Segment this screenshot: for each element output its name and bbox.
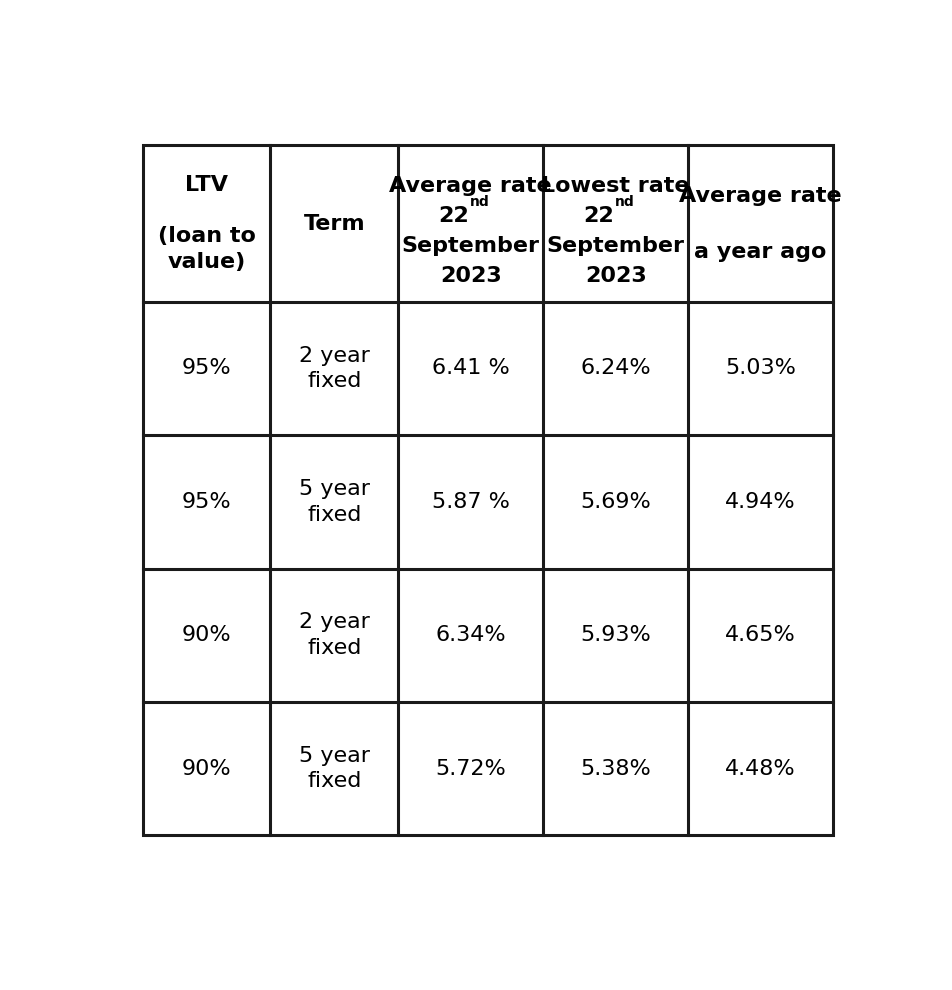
Text: Term: Term bbox=[304, 214, 365, 234]
Text: 2 year
fixed: 2 year fixed bbox=[299, 346, 369, 391]
Text: September: September bbox=[546, 237, 684, 256]
Text: 5.69%: 5.69% bbox=[581, 492, 651, 512]
Text: nd: nd bbox=[470, 195, 489, 209]
Text: 4.94%: 4.94% bbox=[725, 492, 796, 512]
Text: Average rate: Average rate bbox=[389, 176, 552, 196]
Text: 6.34%: 6.34% bbox=[435, 626, 506, 645]
Text: 5.72%: 5.72% bbox=[435, 758, 506, 779]
Text: LTV

(loan to
value): LTV (loan to value) bbox=[157, 175, 255, 272]
Text: 5.93%: 5.93% bbox=[581, 626, 651, 645]
Text: 2 year
fixed: 2 year fixed bbox=[299, 613, 369, 658]
Text: 2023: 2023 bbox=[585, 266, 646, 286]
Text: 4.48%: 4.48% bbox=[725, 758, 796, 779]
Text: 90%: 90% bbox=[182, 758, 231, 779]
Text: 6.24%: 6.24% bbox=[581, 358, 651, 378]
Text: 22: 22 bbox=[584, 206, 614, 226]
Text: 6.41 %: 6.41 % bbox=[432, 358, 509, 378]
Text: 5.38%: 5.38% bbox=[581, 758, 651, 779]
Text: 5 year
fixed: 5 year fixed bbox=[299, 479, 369, 525]
Text: 4.65%: 4.65% bbox=[725, 626, 796, 645]
Text: 95%: 95% bbox=[182, 358, 231, 378]
Text: nd: nd bbox=[615, 195, 635, 209]
Text: 5.03%: 5.03% bbox=[725, 358, 796, 378]
Text: 5 year
fixed: 5 year fixed bbox=[299, 745, 369, 791]
Text: 2023: 2023 bbox=[440, 266, 502, 286]
Text: 95%: 95% bbox=[182, 492, 231, 512]
Text: 22: 22 bbox=[439, 206, 469, 226]
Text: September: September bbox=[402, 237, 540, 256]
Text: Lowest rate: Lowest rate bbox=[542, 176, 690, 196]
Text: Average rate

a year ago: Average rate a year ago bbox=[680, 185, 842, 261]
Text: 5.87 %: 5.87 % bbox=[431, 492, 509, 512]
Text: 90%: 90% bbox=[182, 626, 231, 645]
